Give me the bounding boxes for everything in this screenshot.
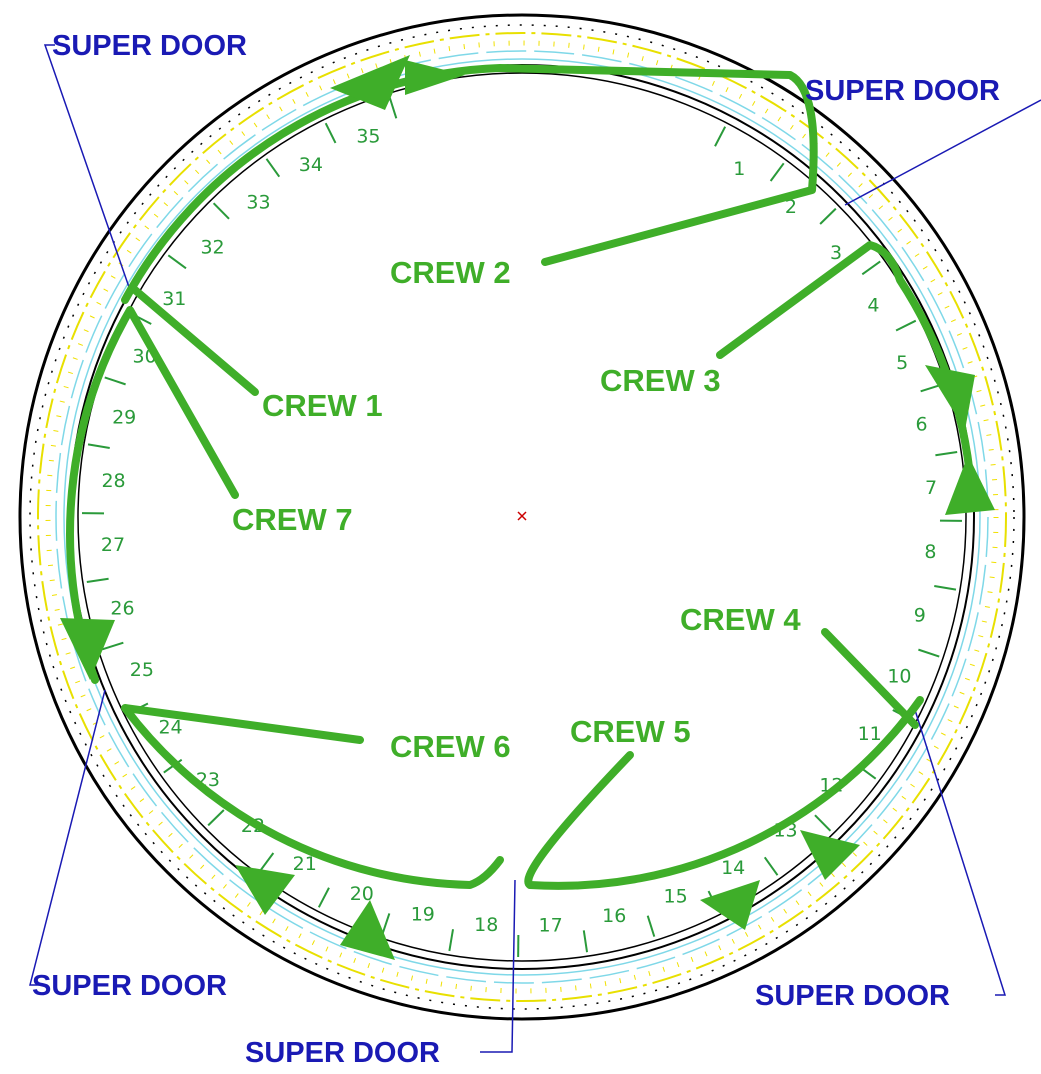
crew-label: CREW 2 [390, 255, 511, 290]
segment-tick [935, 452, 957, 455]
segment-tick [260, 853, 273, 871]
segment-label: 15 [663, 886, 687, 908]
segment-label: 19 [411, 903, 435, 925]
segment-label: 9 [914, 605, 926, 627]
segment-tick [765, 857, 778, 875]
segment-tick [648, 916, 655, 937]
segment-label: 18 [474, 914, 498, 936]
segment-tick [382, 913, 389, 934]
crew-label: CREW 6 [390, 729, 511, 764]
segment-ticks [82, 97, 962, 957]
segment-label: 29 [112, 406, 136, 428]
segment-labels: 1234567891011121314151617181920212223242… [101, 125, 937, 936]
segment-label: 1 [733, 158, 745, 180]
segment-label: 16 [602, 905, 626, 927]
crew-label: CREW 3 [600, 363, 721, 398]
segment-tick [584, 930, 587, 952]
segment-tick [319, 888, 329, 908]
center-mark [518, 512, 526, 520]
segment-tick [266, 159, 279, 177]
segment-label: 28 [101, 470, 125, 492]
segment-tick [105, 377, 126, 384]
segment-tick [815, 815, 830, 831]
segment-label: 4 [867, 294, 879, 316]
segment-label: 8 [924, 541, 936, 563]
segment-tick [771, 163, 784, 181]
segment-tick [214, 203, 229, 219]
segment-tick [449, 929, 453, 951]
segment-label: 7 [925, 477, 937, 499]
door-label: SUPER DOOR [245, 1037, 440, 1069]
door-labels: SUPER DOOR SUPER DOOR SUPER DOOR SUPER D… [32, 30, 1000, 1069]
segment-label: 32 [200, 237, 224, 259]
segment-label: 25 [130, 659, 154, 681]
segment-tick [88, 444, 110, 448]
crew-label: CREW 7 [232, 502, 353, 537]
segment-tick [87, 579, 109, 582]
segment-label: 5 [896, 352, 908, 374]
segment-tick [934, 586, 956, 590]
segment-label: 24 [158, 717, 182, 739]
crew-paths [70, 68, 972, 886]
segment-label: 35 [356, 125, 380, 147]
segment-tick [168, 255, 186, 268]
segment-label: 10 [887, 666, 911, 688]
crew-label: CREW 5 [570, 714, 691, 749]
crew-labels: CREW 1 CREW 2 CREW 3 CREW 4 CREW 5 CREW … [232, 255, 801, 764]
door-label: SUPER DOOR [755, 980, 950, 1012]
segment-tick [102, 643, 123, 650]
segment-tick [862, 261, 880, 274]
door-label: SUPER DOOR [32, 970, 227, 1002]
segment-label: 11 [858, 723, 882, 745]
segment-label: 3 [830, 242, 842, 264]
segment-label: 6 [915, 413, 927, 435]
segment-label: 14 [721, 857, 745, 879]
segment-tick [208, 810, 224, 825]
crew-label: CREW 4 [680, 602, 801, 637]
segment-label: 33 [246, 191, 270, 213]
segment-label: 26 [110, 598, 134, 620]
segment-label: 34 [299, 154, 323, 176]
segment-tick [896, 321, 916, 331]
door-label: SUPER DOOR [52, 30, 247, 62]
segment-label: 17 [539, 915, 563, 937]
door-label: SUPER DOOR [805, 75, 1000, 107]
crew-label: CREW 1 [262, 388, 383, 423]
segment-label: 27 [101, 534, 125, 556]
diagram: 1234567891011121314151617181920212223242… [0, 0, 1041, 1074]
segment-tick [918, 650, 939, 657]
segment-tick [326, 123, 336, 143]
segment-tick [715, 127, 725, 147]
segment-label: 31 [162, 288, 186, 310]
segment-tick [390, 97, 397, 118]
door-leaders [30, 45, 1041, 1052]
segment-tick [820, 209, 836, 224]
